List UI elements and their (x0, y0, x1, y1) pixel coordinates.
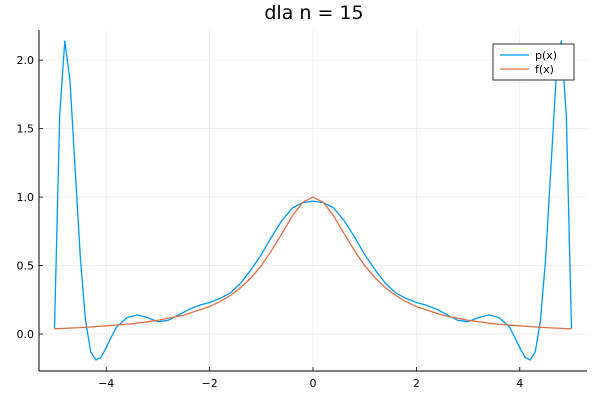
y-tick-label: 1.5 (17, 123, 35, 136)
series-layer (53, 40, 573, 361)
axes: −4 −2 0 2 4 0.0 0.5 1.0 1.5 2.0 (17, 30, 587, 390)
x-tick-label: 0 (310, 377, 317, 390)
x-tick-label: −2 (201, 377, 217, 390)
chart-title: dla n = 15 (264, 2, 363, 24)
legend-box (492, 43, 575, 81)
y-tick-label: 0.0 (17, 328, 35, 341)
x-tick-label: −4 (98, 377, 114, 390)
y-tick-label: 1.0 (17, 191, 35, 204)
x-tick-label: 4 (516, 377, 523, 390)
series-line-1 (53, 40, 573, 361)
x-tick-label: 2 (413, 377, 420, 390)
legend: p(x)f(x) (492, 43, 575, 81)
legend-label: f(x) (535, 63, 554, 76)
y-tick-label: 2.0 (17, 54, 35, 67)
grid (39, 30, 587, 371)
series-line-2 (54, 196, 572, 330)
legend-label: p(x) (535, 49, 557, 62)
y-tick-label: 0.5 (17, 260, 35, 273)
